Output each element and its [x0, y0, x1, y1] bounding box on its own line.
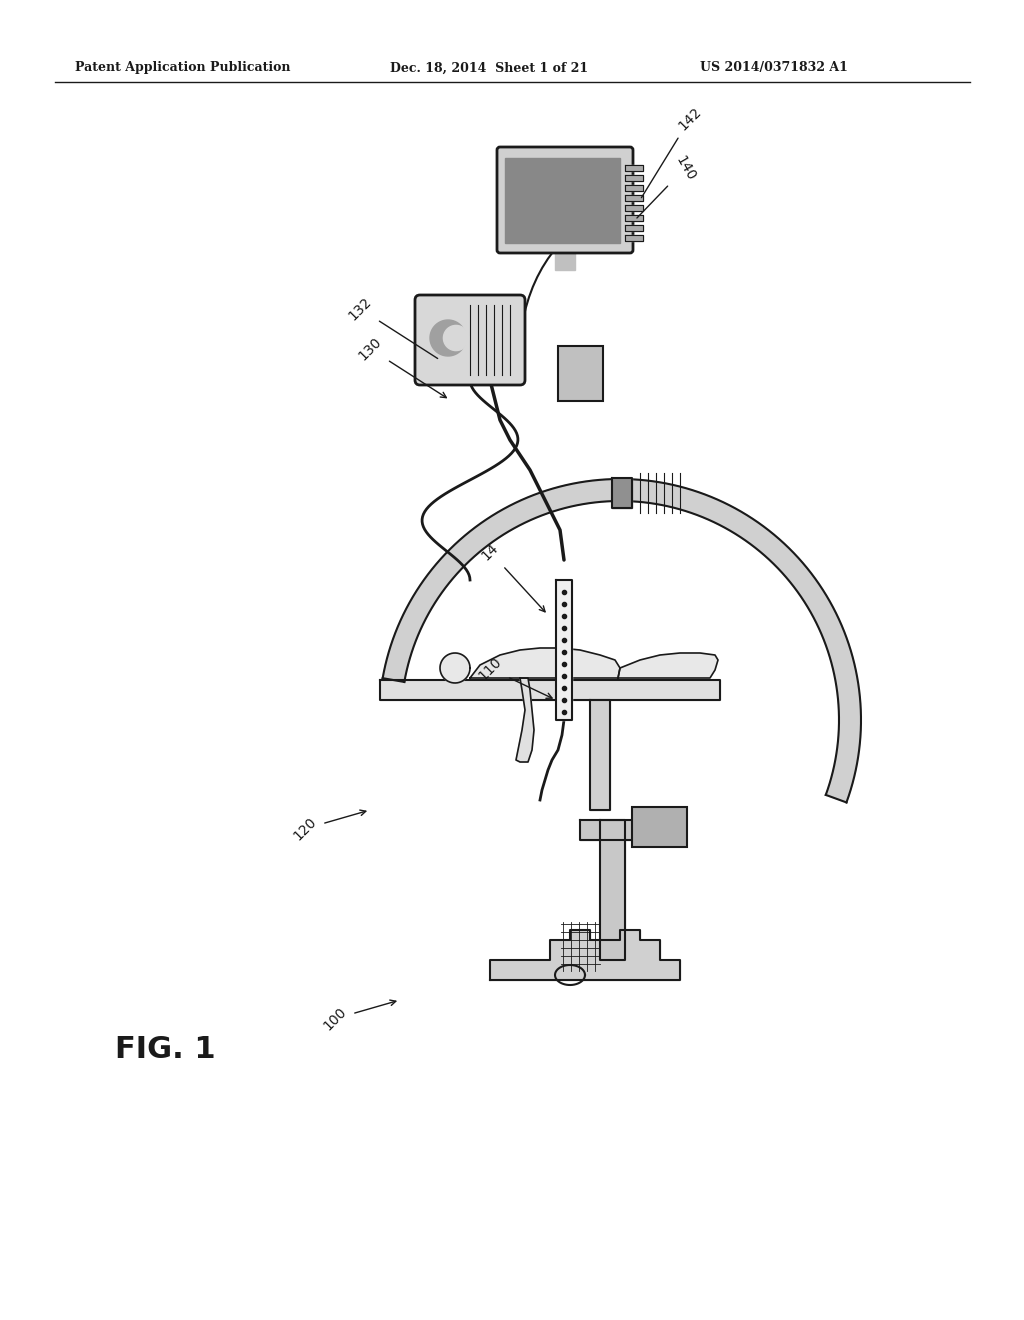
Polygon shape [633, 807, 687, 846]
Polygon shape [618, 653, 718, 678]
Polygon shape [625, 215, 643, 220]
Polygon shape [380, 680, 720, 700]
Polygon shape [443, 326, 469, 351]
Polygon shape [555, 249, 575, 271]
Text: 120: 120 [291, 810, 366, 843]
Polygon shape [625, 224, 643, 231]
FancyBboxPatch shape [497, 147, 633, 253]
Text: Dec. 18, 2014  Sheet 1 of 21: Dec. 18, 2014 Sheet 1 of 21 [390, 62, 588, 74]
Polygon shape [516, 678, 534, 762]
Polygon shape [625, 235, 643, 242]
Text: 140: 140 [637, 153, 697, 218]
Polygon shape [600, 820, 625, 960]
Polygon shape [625, 195, 643, 201]
Polygon shape [625, 205, 643, 211]
Text: US 2014/0371832 A1: US 2014/0371832 A1 [700, 62, 848, 74]
Polygon shape [430, 319, 466, 356]
Text: 100: 100 [321, 1001, 396, 1034]
Text: Patent Application Publication: Patent Application Publication [75, 62, 291, 74]
Polygon shape [625, 165, 643, 172]
Polygon shape [505, 158, 620, 243]
Polygon shape [557, 346, 602, 401]
Polygon shape [590, 700, 610, 810]
Text: FIG. 1: FIG. 1 [115, 1035, 216, 1064]
Text: 130: 130 [355, 334, 446, 397]
Polygon shape [580, 820, 680, 840]
FancyBboxPatch shape [415, 294, 525, 385]
Text: 110: 110 [476, 655, 552, 698]
Text: 142: 142 [641, 104, 705, 198]
Polygon shape [440, 653, 470, 682]
Text: 14: 14 [479, 541, 545, 611]
Polygon shape [490, 931, 680, 979]
Polygon shape [470, 648, 620, 678]
Polygon shape [383, 479, 861, 803]
Polygon shape [556, 579, 572, 719]
Polygon shape [625, 185, 643, 191]
Text: 132: 132 [346, 294, 437, 359]
Polygon shape [612, 478, 633, 508]
Polygon shape [625, 176, 643, 181]
